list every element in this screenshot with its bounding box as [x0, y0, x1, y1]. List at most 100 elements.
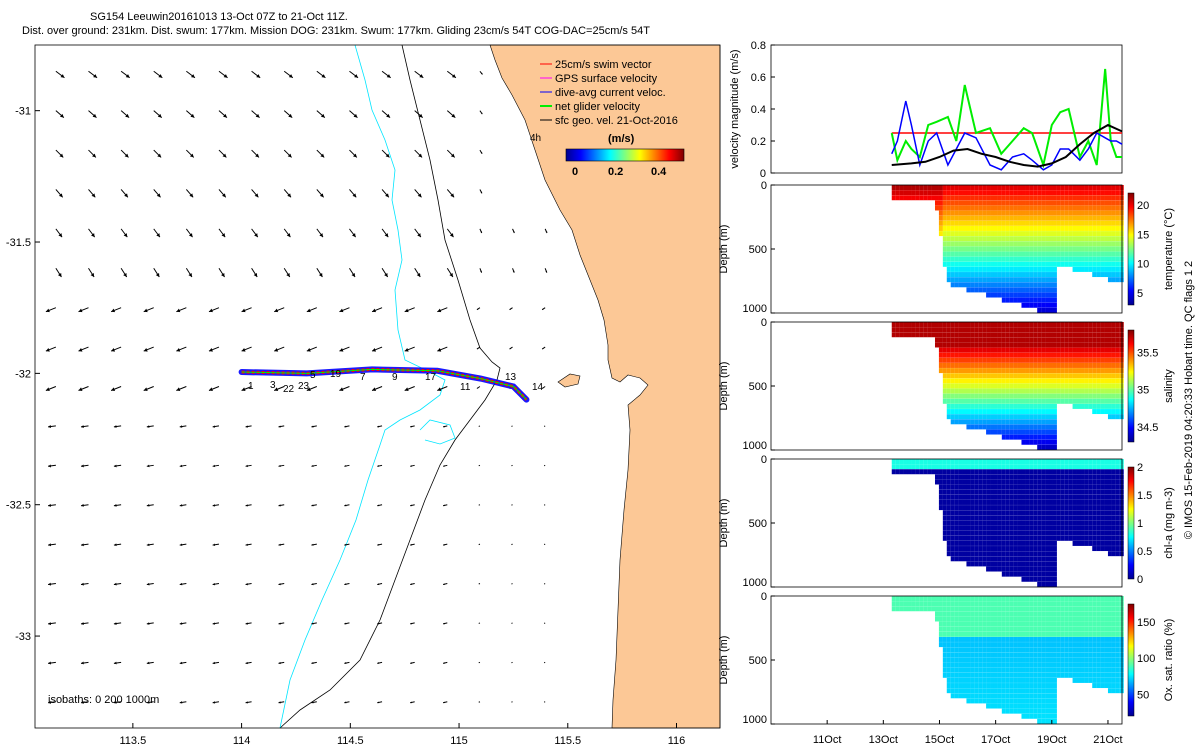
section-cell [1005, 494, 1010, 500]
section-cell [1076, 672, 1081, 678]
section-cell [950, 515, 955, 521]
section-cell [1013, 215, 1018, 221]
section-cell [1033, 703, 1038, 709]
section-cell [958, 251, 963, 257]
section-cell [997, 530, 1002, 536]
section-cell [1068, 352, 1073, 358]
section-cell [911, 327, 916, 333]
section-cell [982, 469, 987, 475]
current-vector-head [111, 387, 116, 391]
section-cell [903, 459, 908, 464]
section-cell [962, 657, 967, 663]
section-cell [1096, 662, 1101, 668]
section-cell [1001, 551, 1006, 557]
section-cell [1107, 631, 1112, 637]
section-cell [1104, 342, 1109, 348]
section-cell [1111, 489, 1116, 495]
current-vector-head [245, 622, 248, 625]
section-cell [1115, 215, 1120, 221]
section-cell [1104, 220, 1109, 226]
section-cell [1037, 190, 1042, 196]
section-cell [1060, 525, 1065, 531]
section-cell [978, 596, 983, 601]
section-cell [934, 327, 939, 333]
section-cell [1037, 566, 1042, 572]
section-cell [1080, 677, 1085, 683]
section-cell [1052, 231, 1057, 237]
section-cell [1017, 322, 1022, 327]
section-cell [1088, 642, 1093, 648]
section-cell [1033, 642, 1038, 648]
section-cell [1013, 662, 1018, 668]
section-cell [993, 398, 998, 404]
section-cell [1029, 535, 1034, 541]
section-cell [1115, 621, 1120, 627]
section-cell [1072, 322, 1077, 327]
section-cell [1021, 236, 1026, 242]
section-cell [942, 246, 947, 252]
section-cell [1072, 525, 1077, 531]
section-cell [997, 220, 1002, 226]
section-cell [1037, 327, 1042, 333]
current-vector-head [278, 425, 281, 428]
section-cell [1009, 297, 1014, 303]
section-cell [1009, 474, 1014, 480]
section-cell [1017, 571, 1022, 577]
section-cell [1107, 530, 1112, 536]
section-cell [1096, 272, 1101, 278]
section-cell [1009, 540, 1014, 546]
section-cell [1104, 657, 1109, 663]
section-cell [1104, 469, 1109, 475]
section-cell [1029, 621, 1034, 627]
section-cell [1084, 327, 1089, 333]
section-cell [1029, 327, 1034, 333]
section-cell [1017, 403, 1022, 409]
section-cell [1045, 337, 1050, 343]
section-cell [1115, 409, 1120, 415]
section-cell [1041, 282, 1046, 288]
section-cell [1088, 652, 1093, 658]
section-cell [1021, 256, 1026, 262]
section-cell [958, 642, 963, 648]
section-cell [974, 479, 979, 485]
section-cell [942, 368, 947, 374]
section-cell [1104, 347, 1109, 353]
section-cell [1048, 246, 1053, 252]
section-cell [946, 662, 951, 668]
section-cell [997, 388, 1002, 394]
section-cell [1021, 459, 1026, 464]
section-cell [915, 464, 920, 470]
section-cell [993, 561, 998, 567]
section-cell [1076, 657, 1081, 663]
section-cell [942, 327, 947, 333]
section-cell [1005, 561, 1010, 567]
section-cell [1068, 616, 1073, 622]
section-cell [1041, 464, 1046, 470]
section-cell [1100, 596, 1105, 601]
section-cell [1041, 499, 1046, 505]
section-cell [1045, 210, 1050, 216]
current-vector-head [443, 504, 445, 507]
section-cell [1092, 657, 1097, 663]
section-cell [1115, 596, 1120, 601]
section-cell [1033, 215, 1038, 221]
section-cell [990, 373, 995, 379]
section-cell [974, 551, 979, 557]
section-cell [986, 225, 991, 231]
section-cell [950, 251, 955, 257]
section-cell [970, 282, 975, 288]
map-xtick-label: 115.5 [554, 735, 581, 747]
section-cell [1041, 571, 1046, 577]
section-cell [1056, 383, 1061, 389]
section-cell [1045, 510, 1050, 516]
section-cell [950, 337, 955, 343]
section-cell [1037, 434, 1042, 440]
section-cell [1029, 205, 1034, 211]
section-cell [954, 667, 959, 673]
section-cell [1017, 373, 1022, 379]
section-cell [1080, 266, 1085, 272]
section-cell [978, 636, 983, 642]
section-cell [1033, 439, 1038, 445]
section-cell [1037, 357, 1042, 363]
section-cell [1005, 474, 1010, 480]
